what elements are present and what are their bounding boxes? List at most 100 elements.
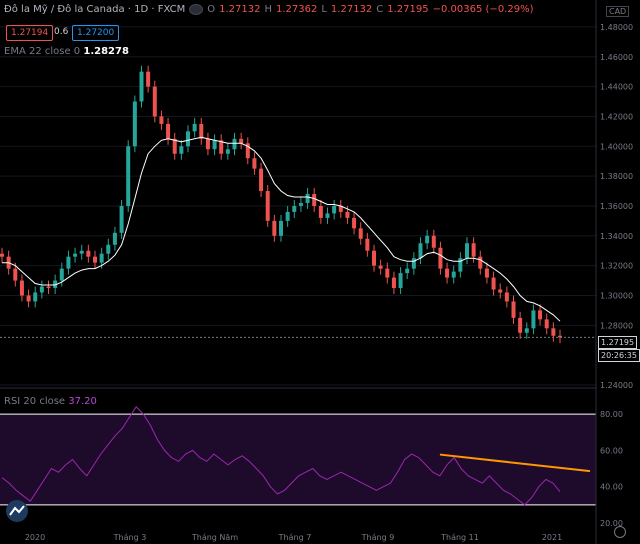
candle-body: [126, 146, 131, 206]
candle-body: [405, 268, 410, 274]
time-tick-label: 2021: [542, 533, 562, 542]
candle-body: [265, 191, 270, 221]
candle-body: [93, 256, 97, 263]
rsi-tick-label: 60.00: [600, 446, 623, 455]
candle-body: [212, 140, 217, 150]
candle-body: [186, 131, 190, 147]
candle-body: [86, 250, 91, 257]
open-value: 1.27132: [219, 4, 261, 15]
candle-body: [79, 250, 84, 254]
buy-button[interactable]: 1.27200: [72, 25, 120, 41]
candle-body: [425, 235, 430, 244]
rsi-trendline: [439, 453, 591, 473]
candle-body: [252, 158, 257, 169]
price-tick-label: 1.30000: [600, 291, 633, 300]
low-value: 1.27132: [330, 4, 373, 15]
price-axis: 1.48000 1.46000 1.44000 1.42000 1.40000 1.380…: [600, 23, 633, 390]
candle-body: [484, 268, 489, 278]
candle-body: [378, 265, 383, 269]
ema-label: EMA 22 close 0: [4, 46, 81, 57]
candle-body: [53, 280, 58, 289]
rsi-label: RSI 20 close: [4, 396, 66, 407]
price-tick-label: 1.24000: [600, 381, 633, 390]
time-tick-label: Tháng 9: [361, 533, 395, 542]
candle-body: [524, 328, 529, 333]
candle-body: [239, 138, 244, 144]
candle-body: [458, 258, 463, 272]
symbol-legend: Đô la Mỹ / Đô la Canada · 1D · FXCM O 1.2…: [4, 4, 534, 15]
tradingview-logo[interactable]: [6, 500, 28, 522]
candle-body: [345, 211, 350, 218]
price-tick-label: 1.44000: [600, 83, 633, 92]
candle-body: [332, 205, 337, 214]
price-tick-label: 1.38000: [600, 172, 633, 181]
candle-body: [325, 213, 330, 218]
rsi-legend[interactable]: RSI 20 close 37.20: [4, 396, 97, 407]
candle-body: [132, 101, 137, 147]
price-grid: [0, 26, 596, 386]
candle-body: [358, 228, 363, 239]
candle-body: [518, 317, 523, 333]
rsi-line: [1, 406, 561, 506]
candle-body: [99, 253, 104, 263]
candles: [0, 65, 562, 344]
candle-body: [225, 149, 230, 154]
price-tick-label: 1.36000: [600, 202, 633, 211]
candle-body: [365, 238, 370, 251]
candle-body: [451, 271, 456, 278]
candle-body: [465, 243, 469, 259]
last-price-tag: 1.27195: [598, 336, 638, 349]
candle-body: [352, 217, 357, 229]
candle-body: [338, 205, 343, 212]
candle-body: [385, 268, 390, 278]
spread-value: 0.6: [54, 27, 69, 37]
candle-body: [531, 310, 536, 329]
candle-body: [411, 258, 416, 269]
candle-body: [391, 277, 396, 289]
candle-body: [272, 220, 277, 236]
time-axis: 2020 Tháng 3 Tháng Năm Tháng 7 Tháng 9 Tháng …: [25, 533, 562, 542]
candle-body: [146, 71, 151, 87]
close-value: 1.27195: [387, 4, 429, 15]
time-tick-label: 2020: [25, 533, 45, 542]
ema-value: 1.28278: [83, 46, 129, 57]
rsi-pane: [0, 406, 596, 506]
price-tick-label: 1.28000: [600, 321, 633, 330]
candle-body: [19, 280, 24, 296]
candle-body: [292, 205, 297, 212]
candle-body: [179, 146, 184, 154]
time-tick-label: Tháng 7: [278, 533, 312, 542]
candle-body: [285, 211, 290, 221]
candle-body: [279, 220, 283, 236]
candle-body: [558, 335, 562, 338]
candle-body: [372, 250, 376, 266]
price-tick-label: 1.48000: [600, 23, 633, 32]
eye-icon[interactable]: [189, 4, 204, 15]
rsi-band-fill: [0, 414, 596, 505]
candle-body: [66, 256, 71, 269]
candle-body: [431, 235, 436, 248]
candle-body: [33, 292, 38, 302]
settings-icon[interactable]: [614, 526, 626, 538]
ema-legend[interactable]: EMA 22 close 0 1.28278: [4, 46, 129, 57]
candle-body: [511, 301, 516, 318]
price-tick-label: 1.34000: [600, 232, 633, 241]
currency-label[interactable]: CAD: [606, 6, 630, 17]
candle-body: [166, 123, 171, 139]
candle-body: [119, 205, 124, 233]
candle-body: [245, 143, 250, 159]
candle-body: [544, 319, 549, 329]
rsi-tick-label: 20.00: [600, 519, 623, 528]
candle-body: [0, 253, 4, 257]
candle-body: [39, 286, 44, 293]
price-tick-label: 1.40000: [600, 142, 633, 151]
candle-body: [26, 295, 31, 302]
candle-body: [106, 244, 111, 254]
time-tick-label: Tháng Năm: [191, 533, 238, 542]
candle-body: [298, 202, 303, 206]
candle-body: [445, 268, 450, 278]
sell-button[interactable]: 1.27194: [6, 25, 54, 41]
candle-body: [551, 328, 556, 336]
price-tick-label: 1.32000: [600, 262, 633, 271]
candle-body: [312, 194, 317, 206]
